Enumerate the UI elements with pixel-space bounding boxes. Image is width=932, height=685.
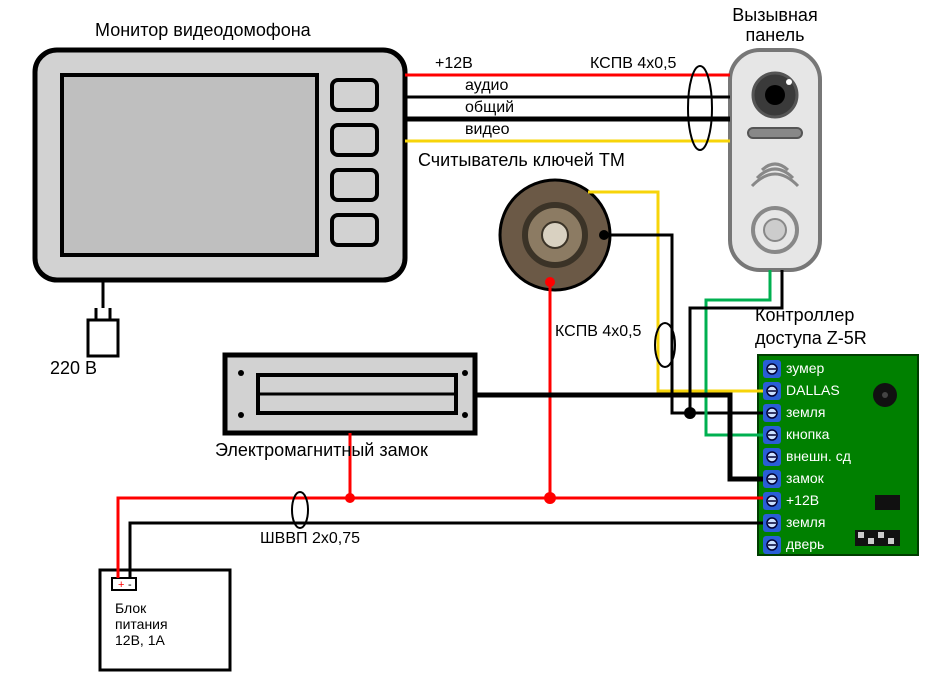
term-4: внешн. сд bbox=[786, 448, 851, 464]
node-12v-reader bbox=[544, 492, 556, 504]
monitor-device bbox=[35, 50, 405, 280]
em-lock-device bbox=[225, 355, 475, 433]
cable-label-kspv2: КСПВ 4х0,5 bbox=[555, 323, 641, 341]
lock-title: Электромагнитный замок bbox=[215, 440, 428, 461]
controller-title1: Контроллер bbox=[755, 305, 854, 326]
svg-text:-: - bbox=[128, 579, 132, 591]
wire-label-common: общий bbox=[465, 99, 514, 117]
term-1: DALLAS bbox=[786, 382, 840, 398]
wire-12v-rail bbox=[118, 498, 763, 578]
wire-lock-return bbox=[475, 395, 763, 479]
cable-bundle-top bbox=[688, 66, 712, 150]
node-12v-lock bbox=[345, 493, 355, 503]
wire-label-12v: +12В bbox=[435, 55, 473, 73]
svg-text:+: + bbox=[118, 579, 124, 591]
psu-line2: питания bbox=[115, 616, 168, 632]
call-panel-title1: Вызывная bbox=[720, 5, 830, 26]
controller-terminals bbox=[763, 360, 781, 554]
term-5: замок bbox=[786, 470, 824, 486]
psu-line3: 12В, 1А bbox=[115, 632, 165, 648]
call-panel-title2: панель bbox=[720, 25, 830, 46]
wire-label-audio: аудио bbox=[465, 77, 508, 95]
key-reader-device bbox=[500, 180, 610, 290]
controller-title2: доступа Z-5R bbox=[755, 328, 867, 349]
psu-line1: Блок bbox=[115, 600, 146, 616]
term-3: кнопка bbox=[786, 426, 829, 442]
term-8: дверь bbox=[786, 536, 824, 552]
call-panel-device bbox=[730, 50, 820, 270]
monitor-title: Монитор видеодомофона bbox=[95, 20, 311, 41]
cable-label-kspv: КСПВ 4х0,5 bbox=[590, 55, 676, 73]
wire-label-video: видео bbox=[465, 121, 510, 139]
mains-plug bbox=[88, 308, 118, 356]
term-6: +12В bbox=[786, 492, 819, 508]
mains-label: 220 В bbox=[50, 358, 97, 379]
term-0: зумер bbox=[786, 360, 824, 376]
term-2: земля bbox=[786, 404, 825, 420]
cable-label-shvvp: ШВВП 2х0,75 bbox=[260, 530, 360, 548]
reader-title: Считыватель ключей TM bbox=[418, 150, 625, 171]
term-7: земля bbox=[786, 514, 825, 530]
